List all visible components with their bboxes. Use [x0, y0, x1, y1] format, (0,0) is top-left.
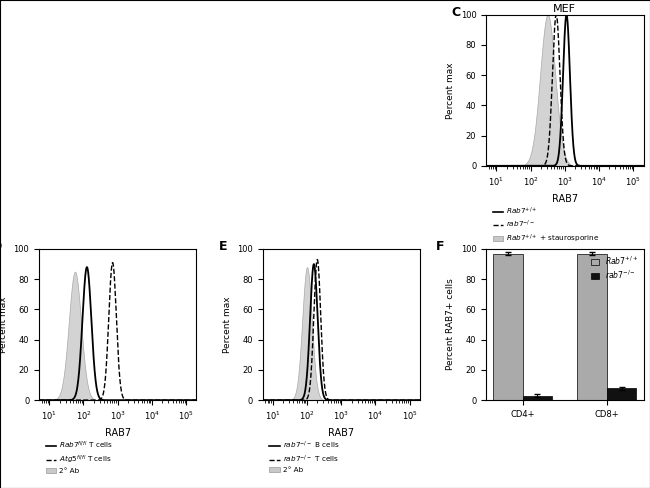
X-axis label: RAB7: RAB7 [552, 194, 578, 203]
X-axis label: RAB7: RAB7 [105, 428, 131, 438]
Text: atg5
TKO: atg5 TKO [159, 154, 177, 173]
Y-axis label: Percent RAB7+ cells: Percent RAB7+ cells [446, 279, 455, 370]
Text: B: B [250, 16, 259, 29]
Legend: $Rab7^{+/+}$, $rab7^{-/-}$, $Rab7^{+/+}$ + staurosporine: $Rab7^{+/+}$, $rab7^{-/-}$, $Rab7^{+/+}$… [489, 203, 603, 248]
Text: ACTIN: ACTIN [44, 130, 69, 140]
Text: A: A [39, 16, 49, 29]
Y-axis label: Percent max: Percent max [222, 296, 231, 353]
Bar [523, 396, 552, 400]
Title: MEF: MEF [553, 4, 577, 14]
Text: F: F [436, 240, 444, 253]
Text: D: D [0, 240, 2, 253]
Text: Rab7+/+: Rab7+/+ [247, 39, 256, 74]
Text: rab7-/-: rab7-/- [247, 106, 256, 132]
Y-axis label: Percent max: Percent max [446, 62, 455, 119]
Text: rab7
TKO: rab7 TKO [122, 154, 139, 173]
Bar [75, 129, 110, 140]
Bar [113, 82, 148, 96]
Text: C: C [452, 5, 461, 19]
Text: RAB7: RAB7 [46, 85, 69, 94]
Bar [607, 388, 636, 400]
Bar [577, 253, 607, 400]
Bar [113, 129, 148, 140]
Text: T cells: T cells [326, 160, 357, 170]
Bar [75, 82, 110, 96]
Bar [151, 42, 185, 57]
Bar [493, 253, 523, 400]
Text: WT: WT [86, 154, 99, 163]
Text: RAB7: RAB7 [367, 9, 393, 19]
Legend: $rab7^{-/-}$ B cells, $rab7^{-/-}$ T cells, 2° Ab: $rab7^{-/-}$ B cells, $rab7^{-/-}$ T cel… [266, 437, 342, 476]
X-axis label: RAB7: RAB7 [328, 428, 354, 438]
Bar [75, 42, 110, 57]
Text: DAPI: DAPI [291, 9, 314, 19]
Text: ATG5: ATG5 [47, 45, 69, 54]
Bar [151, 82, 185, 96]
Y-axis label: Percent max: Percent max [0, 296, 8, 353]
Bar [113, 42, 148, 57]
Text: E: E [218, 240, 227, 253]
Legend: $Rab7^{+/+}$, $rab7^{-/-}$: $Rab7^{+/+}$, $rab7^{-/-}$ [590, 253, 640, 282]
Legend: $Rab7^{fl/fl}$ T cells, $Atg5^{fl/fl}$ T cells, 2° Ab: $Rab7^{fl/fl}$ T cells, $Atg5^{fl/fl}$ T… [43, 437, 116, 477]
Bar [151, 129, 185, 140]
Bar [73, 27, 187, 148]
